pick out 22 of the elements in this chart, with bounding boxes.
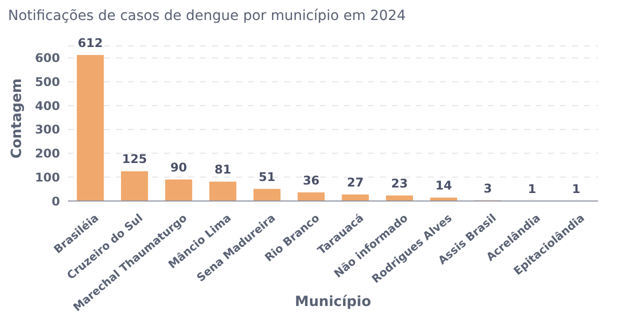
data-label: 27: [346, 176, 364, 190]
data-label: 51: [258, 170, 276, 184]
data-label: 3: [484, 181, 492, 196]
y-tick-label: 0: [52, 194, 60, 208]
y-tick-label: 500: [34, 75, 60, 90]
data-label: 23: [391, 176, 408, 191]
y-axis-title: Contagem: [8, 78, 25, 158]
data-label: 612: [78, 36, 103, 50]
y-tick-label: 600: [34, 51, 60, 66]
data-label: 1: [528, 182, 536, 196]
y-tick-label: 300: [34, 122, 60, 137]
data-label: 125: [122, 152, 148, 166]
data-label: 1: [572, 182, 580, 196]
data-label: 90: [170, 160, 188, 175]
chart-title: Notificações de casos de dengue por município em 2024: [8, 8, 407, 24]
y-tick-label: 100: [34, 170, 60, 184]
data-label: 14: [435, 178, 452, 193]
y-tick-label: 400: [34, 98, 60, 113]
y-tick-label: 200: [34, 146, 60, 161]
data-label: 81: [214, 162, 232, 177]
data-label: 36: [302, 173, 320, 188]
x-axis-title: Município: [294, 294, 372, 310]
